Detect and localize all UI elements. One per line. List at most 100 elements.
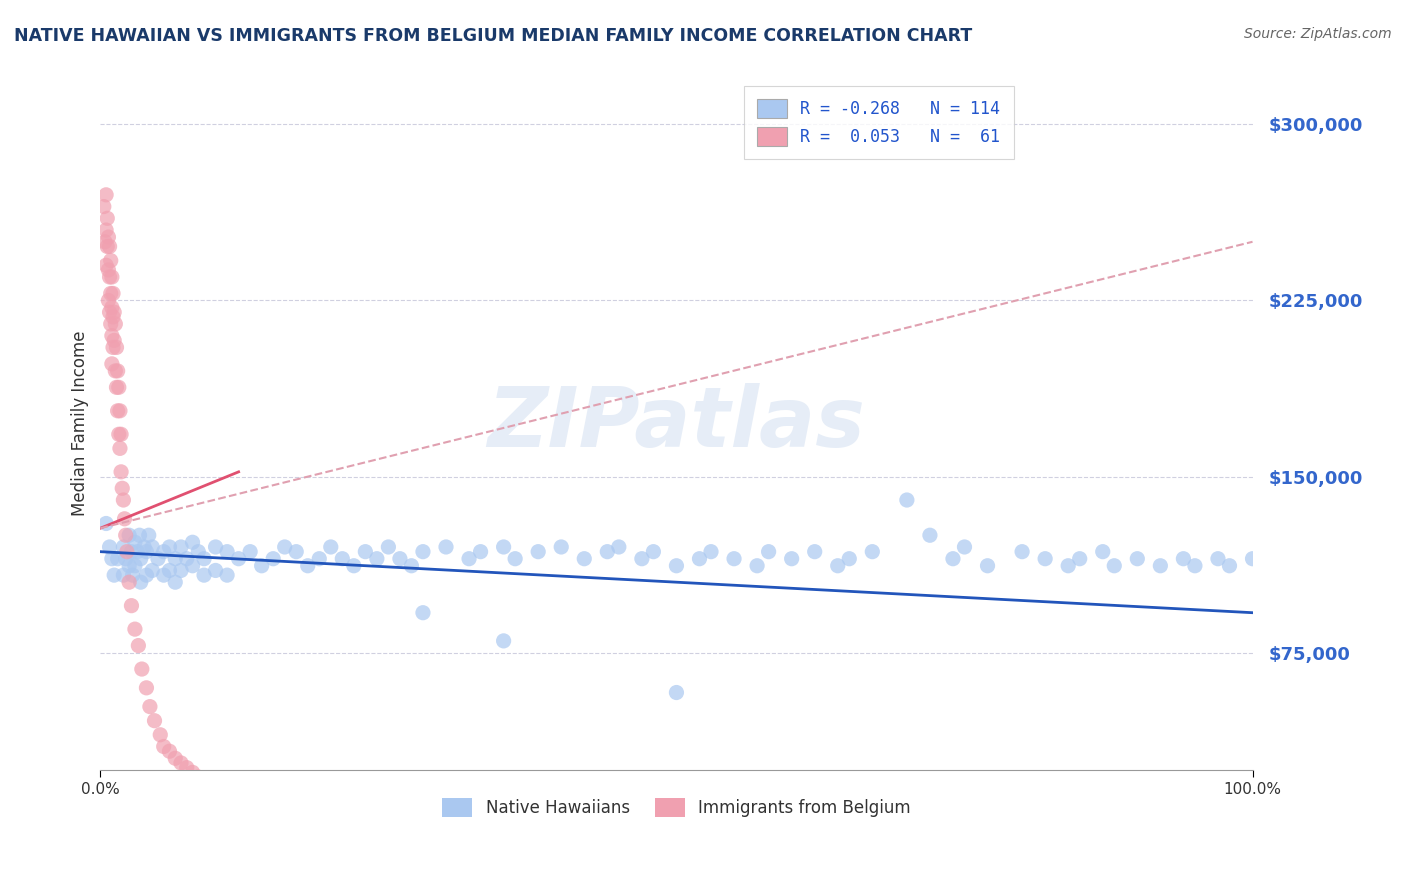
- Point: [159, 564, 181, 578]
- Point: [105, 340, 128, 354]
- Point: [107, 427, 129, 442]
- Point: [366, 551, 388, 566]
- Point: [204, 780, 226, 794]
- Point: [607, 540, 630, 554]
- Point: [94, 223, 117, 237]
- Point: [149, 728, 172, 742]
- Point: [111, 481, 134, 495]
- Point: [217, 568, 239, 582]
- Point: [1241, 551, 1264, 566]
- Point: [98, 540, 121, 554]
- Point: [101, 328, 124, 343]
- Point: [723, 551, 745, 566]
- Point: [107, 404, 129, 418]
- Point: [181, 765, 204, 780]
- Point: [492, 633, 515, 648]
- Point: [101, 551, 124, 566]
- Point: [217, 544, 239, 558]
- Point: [104, 364, 127, 378]
- Point: [100, 286, 122, 301]
- Point: [103, 334, 125, 348]
- Point: [953, 540, 976, 554]
- Point: [94, 516, 117, 531]
- Point: [250, 558, 273, 573]
- Point: [97, 230, 120, 244]
- Point: [135, 544, 157, 558]
- Point: [115, 544, 138, 558]
- Point: [121, 568, 143, 582]
- Point: [330, 551, 353, 566]
- Point: [187, 544, 209, 558]
- Point: [118, 528, 141, 542]
- Text: ZIPatlas: ZIPatlas: [488, 384, 865, 464]
- Point: [118, 575, 141, 590]
- Point: [377, 540, 399, 554]
- Point: [527, 544, 550, 558]
- Point: [165, 551, 187, 566]
- Point: [159, 744, 181, 758]
- Point: [143, 714, 166, 728]
- Text: Source: ZipAtlas.com: Source: ZipAtlas.com: [1244, 27, 1392, 41]
- Point: [101, 286, 124, 301]
- Point: [860, 544, 883, 558]
- Point: [1173, 551, 1195, 566]
- Point: [262, 551, 284, 566]
- Point: [574, 551, 596, 566]
- Point: [94, 187, 117, 202]
- Point: [176, 761, 198, 775]
- Point: [141, 564, 163, 578]
- Point: [124, 558, 146, 573]
- Point: [643, 544, 665, 558]
- Point: [1091, 544, 1114, 558]
- Point: [1057, 558, 1080, 573]
- Point: [319, 540, 342, 554]
- Point: [96, 239, 118, 253]
- Point: [228, 551, 250, 566]
- Point: [107, 380, 129, 394]
- Point: [758, 544, 780, 558]
- Point: [503, 551, 526, 566]
- Point: [217, 784, 239, 798]
- Point: [127, 639, 149, 653]
- Point: [94, 235, 117, 249]
- Point: [97, 293, 120, 308]
- Point: [101, 270, 124, 285]
- Point: [1069, 551, 1091, 566]
- Point: [129, 551, 152, 566]
- Point: [98, 270, 121, 285]
- Point: [187, 770, 209, 784]
- Point: [1218, 558, 1240, 573]
- Point: [103, 305, 125, 319]
- Point: [141, 540, 163, 554]
- Point: [127, 544, 149, 558]
- Point: [550, 540, 572, 554]
- Point: [193, 774, 215, 789]
- Point: [135, 568, 157, 582]
- Legend: Native Hawaiians, Immigrants from Belgium: Native Hawaiians, Immigrants from Belgiu…: [436, 791, 917, 824]
- Point: [176, 551, 198, 566]
- Point: [354, 544, 377, 558]
- Point: [101, 301, 124, 315]
- Point: [152, 544, 174, 558]
- Point: [458, 551, 481, 566]
- Point: [101, 310, 124, 324]
- Point: [112, 568, 135, 582]
- Point: [297, 558, 319, 573]
- Point: [700, 544, 723, 558]
- Point: [204, 564, 226, 578]
- Point: [146, 551, 169, 566]
- Point: [343, 558, 366, 573]
- Point: [165, 575, 187, 590]
- Point: [93, 200, 115, 214]
- Point: [401, 558, 423, 573]
- Point: [1126, 551, 1149, 566]
- Point: [101, 357, 124, 371]
- Point: [97, 263, 120, 277]
- Point: [596, 544, 619, 558]
- Point: [918, 528, 941, 542]
- Point: [134, 540, 156, 554]
- Point: [193, 568, 215, 582]
- Y-axis label: Median Family Income: Median Family Income: [72, 331, 89, 516]
- Point: [108, 404, 131, 418]
- Point: [181, 535, 204, 549]
